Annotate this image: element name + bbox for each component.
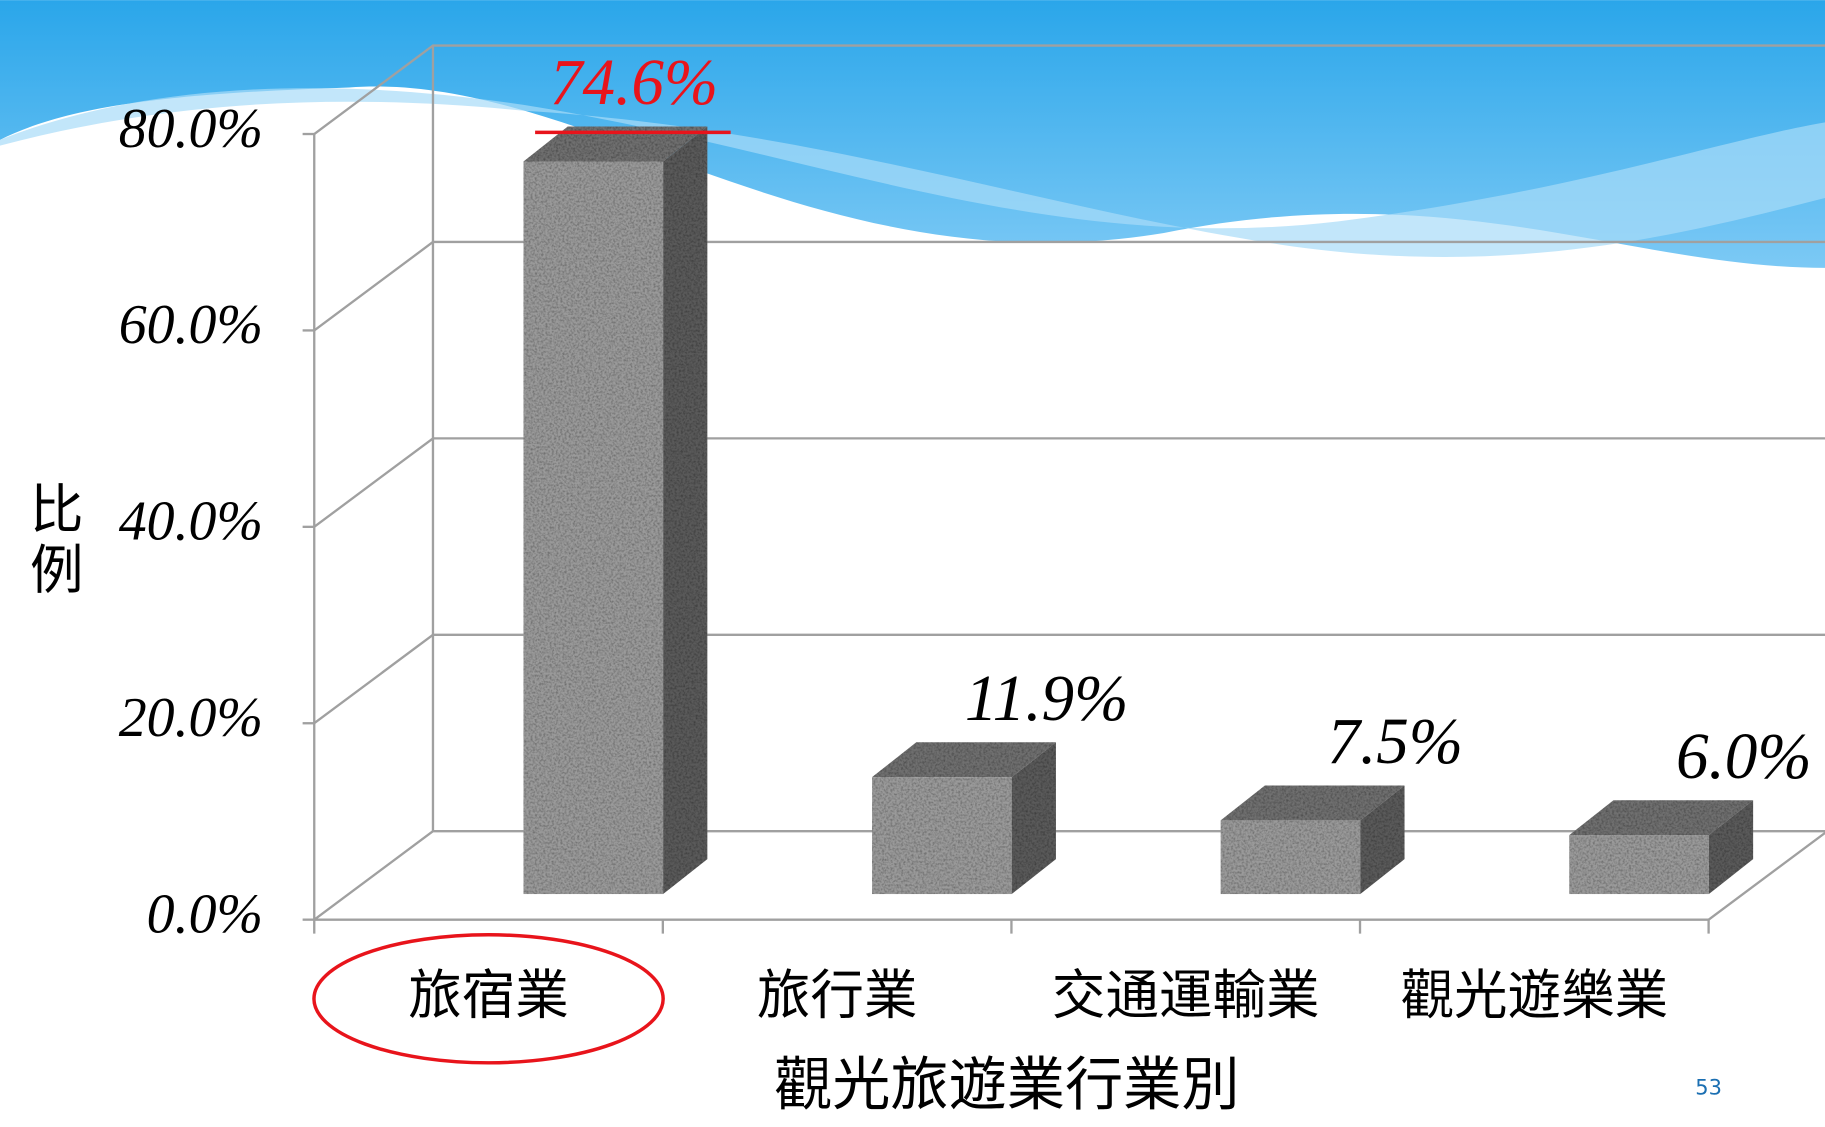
bar-top <box>1220 785 1405 821</box>
value-label: 7.5% <box>1327 706 1463 778</box>
grid-line <box>313 437 1825 528</box>
bar <box>1569 800 1754 895</box>
y-axis-title: 比例 <box>21 481 84 602</box>
bar-side <box>663 126 708 895</box>
value-label: 6.0% <box>1676 721 1812 793</box>
x-tick-label: 觀光遊樂業 <box>1401 963 1669 1026</box>
bar-top <box>872 742 1056 778</box>
y-tick-label: 60.0% <box>119 294 263 356</box>
bar-side <box>1011 742 1056 895</box>
x-tick-label: 交通運輸業 <box>1052 963 1320 1026</box>
grid-line <box>313 830 1825 921</box>
bar-front <box>523 161 664 895</box>
grid-line <box>313 240 1825 332</box>
y-tick-label: 40.0% <box>119 491 263 553</box>
bar-top <box>1569 800 1754 836</box>
x-tick-label: 旅宿業 <box>408 963 569 1026</box>
x-tick-label: 旅行業 <box>757 963 918 1026</box>
grid-line <box>313 44 1825 135</box>
bar-top <box>523 126 708 162</box>
highlight-circle <box>312 933 665 1065</box>
bar-front <box>872 777 1012 895</box>
bar-front <box>1220 820 1361 895</box>
bar <box>872 742 1056 895</box>
grid-line <box>313 633 1825 725</box>
bar-side <box>1708 800 1754 895</box>
bar <box>523 126 708 895</box>
background-wave <box>0 0 1825 268</box>
bar-front <box>1569 835 1709 895</box>
page-number: 53 <box>1695 1075 1722 1099</box>
y-tick-label: 0.0% <box>147 883 263 945</box>
bar-side <box>1360 785 1405 895</box>
background-wave <box>0 88 1825 257</box>
value-label: 74.6% <box>550 47 718 119</box>
y-tick-label: 20.0% <box>119 687 263 749</box>
value-label: 11.9% <box>965 663 1128 735</box>
y-tick-label: 80.0% <box>119 98 263 160</box>
bar <box>1220 785 1405 895</box>
x-axis-title: 觀光旅遊業行業別 <box>774 1051 1240 1119</box>
